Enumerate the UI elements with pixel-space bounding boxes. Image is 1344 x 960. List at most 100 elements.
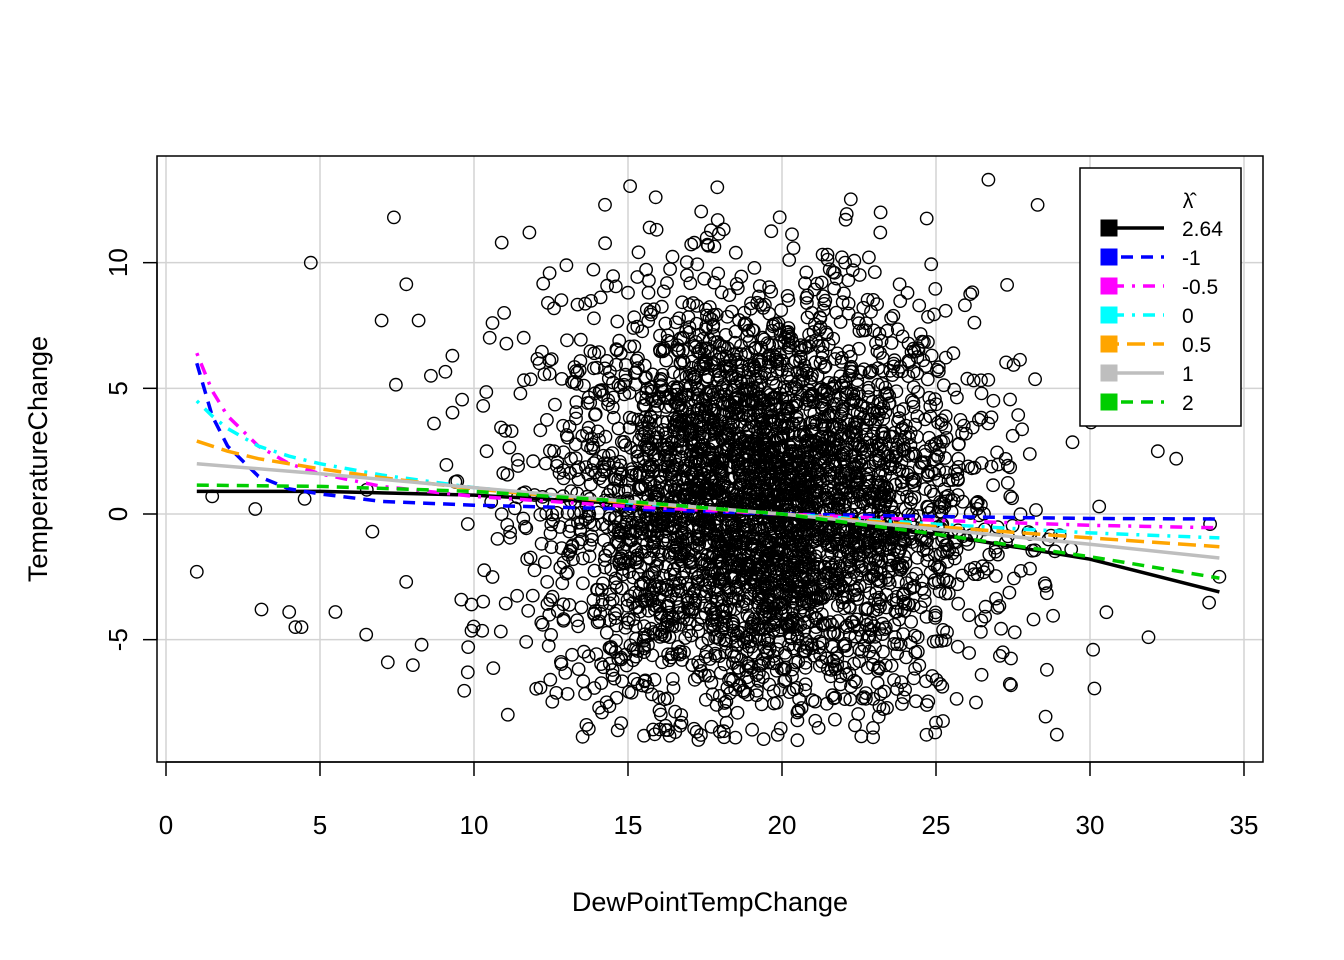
data-point xyxy=(672,425,687,440)
data-point xyxy=(618,367,633,382)
data-point xyxy=(865,363,880,378)
data-point xyxy=(575,729,590,744)
data-point xyxy=(573,354,588,368)
data-point xyxy=(516,330,531,345)
data-point xyxy=(500,467,515,482)
data-point xyxy=(898,596,913,611)
data-point xyxy=(867,265,882,279)
data-point xyxy=(785,669,799,684)
data-point xyxy=(503,525,517,539)
data-point xyxy=(731,580,746,595)
data-point xyxy=(485,570,500,584)
data-point xyxy=(547,444,561,459)
data-point xyxy=(587,607,601,622)
data-point xyxy=(843,600,857,615)
data-point xyxy=(702,451,717,466)
data-point xyxy=(498,596,513,611)
data-point xyxy=(810,276,824,291)
data-point xyxy=(928,605,943,620)
data-point xyxy=(562,419,577,434)
data-point xyxy=(690,402,704,417)
data-point xyxy=(734,399,749,414)
data-point xyxy=(1049,727,1064,742)
data-point xyxy=(638,479,653,493)
data-point xyxy=(744,476,759,490)
data-point xyxy=(761,655,776,670)
data-point xyxy=(789,681,804,695)
data-point xyxy=(607,671,622,686)
data-point xyxy=(477,563,492,578)
data-point xyxy=(817,382,832,397)
data-point xyxy=(929,397,944,412)
data-point xyxy=(940,625,954,640)
data-point xyxy=(584,431,599,446)
data-point xyxy=(637,641,651,656)
data-point xyxy=(683,276,698,291)
data-point xyxy=(605,663,620,677)
data-point xyxy=(870,676,885,690)
data-point xyxy=(710,553,725,568)
data-point xyxy=(601,397,615,412)
data-point xyxy=(559,566,574,581)
data-point xyxy=(757,332,772,347)
data-point xyxy=(955,426,969,441)
data-point xyxy=(664,650,679,665)
data-point xyxy=(941,488,956,503)
data-point xyxy=(819,696,834,711)
data-point xyxy=(586,456,601,470)
data-point xyxy=(770,449,784,464)
data-point xyxy=(702,516,716,530)
data-point xyxy=(840,643,855,658)
data-point xyxy=(645,687,659,702)
data-point xyxy=(1023,561,1037,576)
data-point xyxy=(649,222,664,237)
data-point xyxy=(990,600,1005,615)
data-point xyxy=(628,619,643,634)
data-point xyxy=(751,587,766,601)
data-point xyxy=(758,552,772,567)
data-point xyxy=(671,398,686,412)
data-point xyxy=(880,701,894,715)
data-point xyxy=(878,405,893,420)
data-point xyxy=(623,179,637,194)
data-point xyxy=(841,564,855,579)
data-point xyxy=(907,628,922,643)
data-point xyxy=(615,674,629,689)
data-point xyxy=(479,444,494,459)
data-point xyxy=(560,687,575,701)
data-point xyxy=(633,479,648,493)
data-point xyxy=(690,617,705,632)
data-point xyxy=(930,362,944,377)
data-point xyxy=(756,411,770,426)
data-point xyxy=(791,703,806,718)
data-point xyxy=(833,391,848,406)
data-point xyxy=(903,425,918,440)
data-point xyxy=(611,537,626,551)
data-point xyxy=(693,473,708,488)
data-point xyxy=(860,292,875,307)
data-point xyxy=(842,666,857,680)
data-point xyxy=(982,547,997,562)
data-point xyxy=(669,442,684,457)
data-point xyxy=(713,466,728,481)
data-point xyxy=(908,661,922,676)
data-point xyxy=(649,559,663,574)
data-point xyxy=(852,623,867,637)
data-point xyxy=(542,366,557,381)
data-point xyxy=(728,245,743,260)
data-point xyxy=(873,468,887,483)
data-point xyxy=(838,212,853,227)
data-point xyxy=(598,560,612,575)
data-point xyxy=(624,685,639,700)
data-point xyxy=(766,319,780,334)
data-point xyxy=(808,626,823,641)
data-point xyxy=(614,650,628,665)
data-point xyxy=(663,453,678,468)
data-point xyxy=(464,597,479,612)
data-point xyxy=(819,490,834,505)
data-point xyxy=(750,548,764,563)
data-point xyxy=(815,401,829,416)
data-point xyxy=(916,353,931,368)
data-point xyxy=(497,305,511,320)
data-point xyxy=(933,560,947,574)
